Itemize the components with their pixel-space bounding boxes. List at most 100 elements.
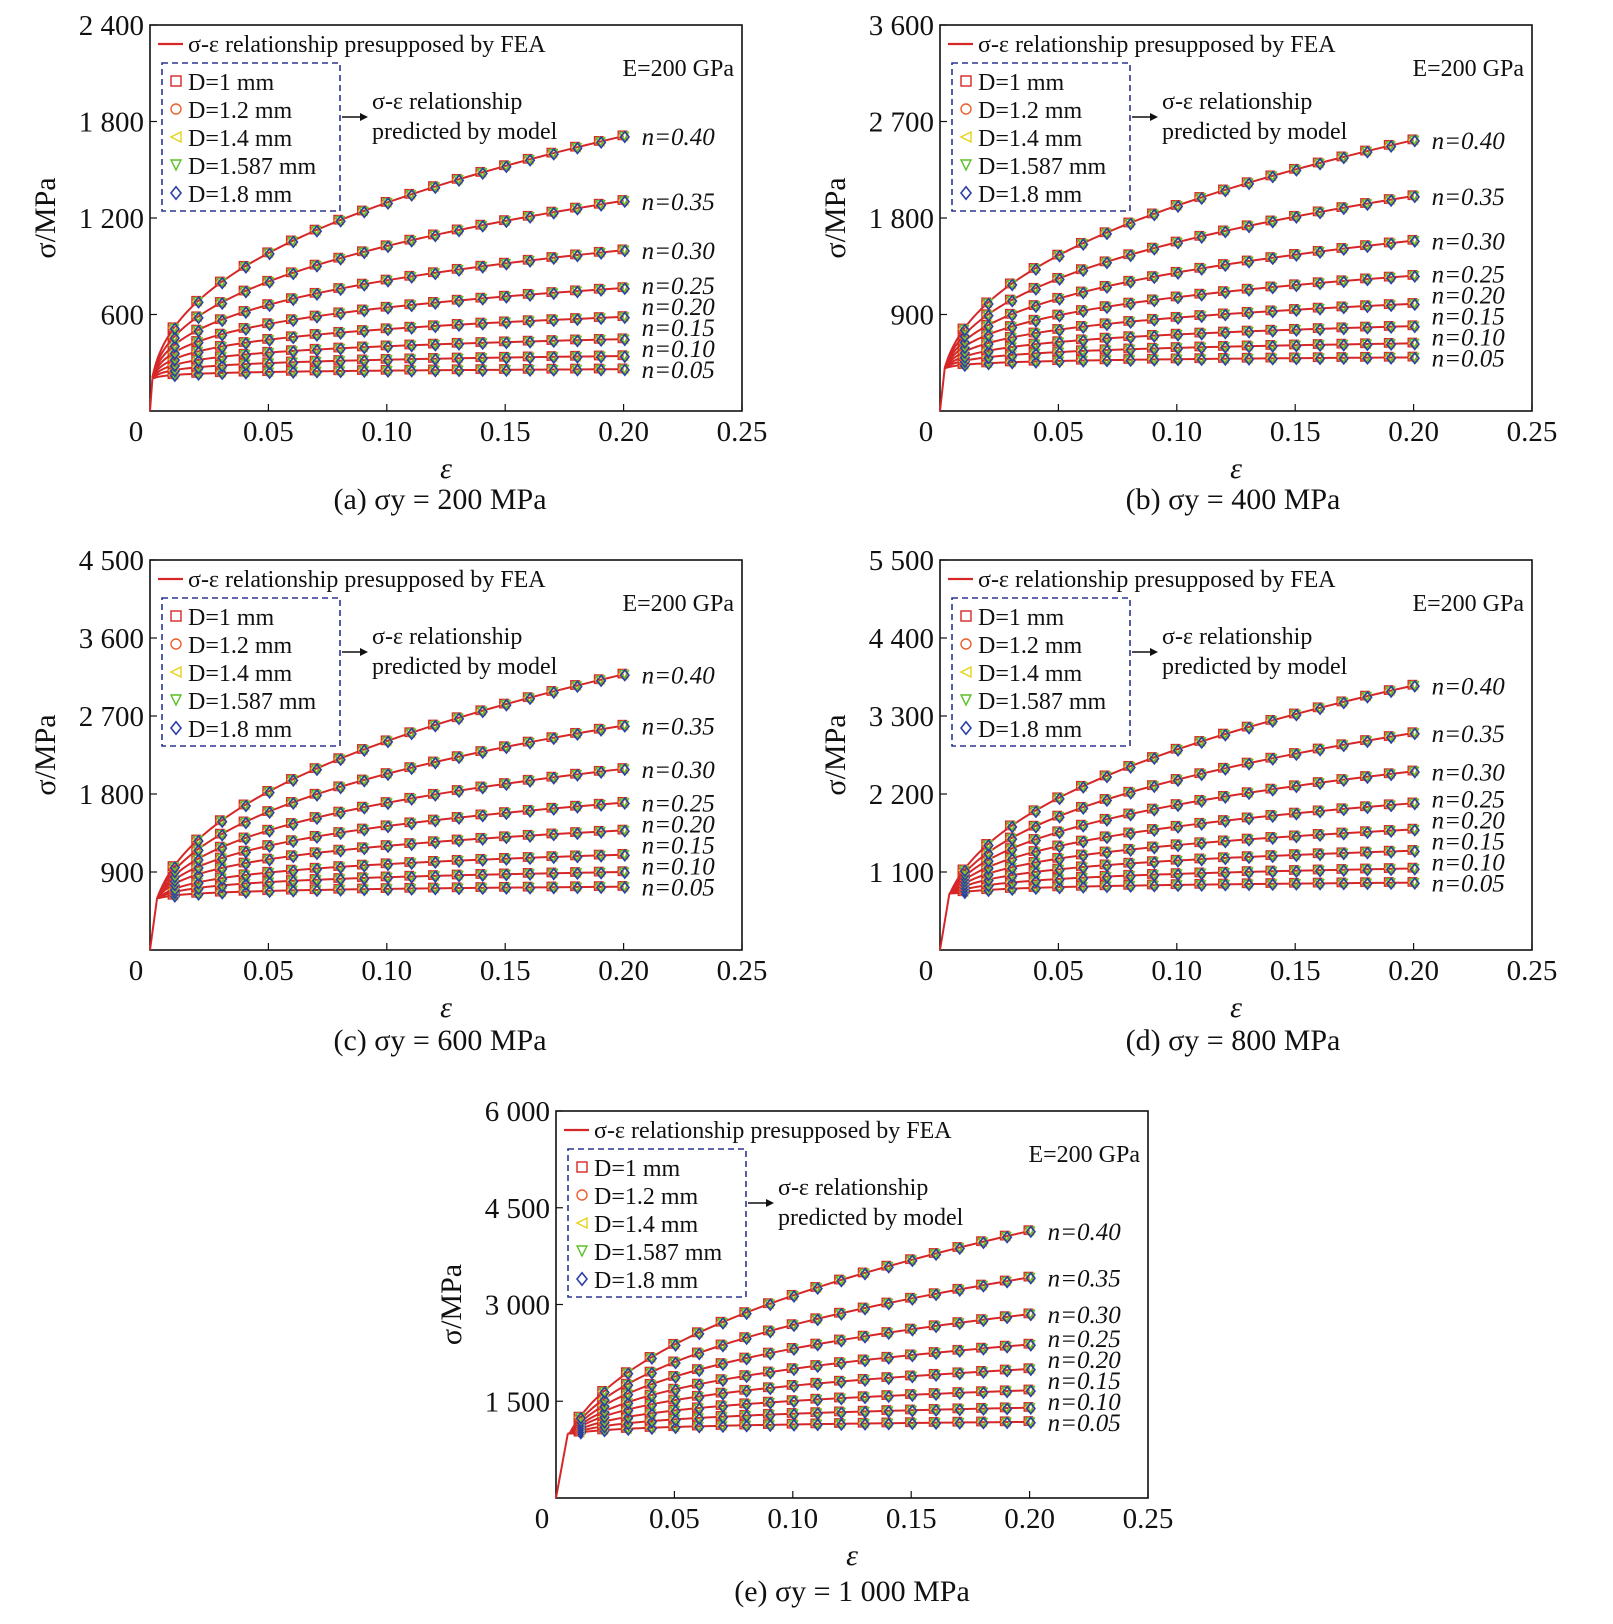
- model-point: [978, 1365, 989, 1380]
- modulus-label: E=200 GPa: [622, 591, 734, 617]
- model-point: [741, 1332, 752, 1346]
- model-point: [1030, 338, 1042, 352]
- model-point: [240, 306, 252, 320]
- model-point: [1030, 355, 1042, 369]
- model-point: [217, 852, 228, 866]
- model-point: [1078, 861, 1089, 875]
- legend-diameter-label: D=1.2 mm: [188, 98, 293, 124]
- model-point: [1385, 845, 1397, 859]
- model-point: [169, 322, 181, 336]
- model-point: [311, 847, 323, 861]
- x-tick-label: 0.25: [717, 955, 768, 987]
- model-point: [453, 751, 465, 765]
- model-point: [524, 363, 536, 377]
- model-point: [788, 1319, 800, 1333]
- model-point: [623, 1404, 634, 1418]
- model-point: [217, 862, 228, 876]
- model-point: [1362, 240, 1373, 254]
- model-point: [983, 838, 994, 853]
- model-point: [623, 1367, 634, 1381]
- model-point: [812, 1377, 823, 1391]
- model-point: [477, 781, 488, 795]
- model-point: [717, 1410, 729, 1425]
- model-point: [1030, 846, 1042, 860]
- model-point: [382, 323, 394, 337]
- model-point: [859, 1405, 871, 1419]
- model-point: [1101, 813, 1113, 827]
- model-point: [477, 166, 488, 181]
- model-point: [1125, 808, 1136, 822]
- model-point: [1007, 852, 1018, 866]
- legend-marker: [959, 130, 972, 144]
- model-point: [1125, 786, 1136, 800]
- model-point: [1362, 863, 1373, 877]
- model-point: [240, 799, 252, 813]
- model-point: [335, 844, 346, 858]
- model-point: [524, 736, 536, 750]
- model-point: [1362, 771, 1373, 785]
- y-tick-label: 4 500: [79, 545, 144, 577]
- model-point: [717, 1316, 729, 1330]
- n-label: n=0.05: [1048, 1410, 1121, 1437]
- model-point: [572, 202, 583, 216]
- model-point: [983, 357, 994, 371]
- model-point: [382, 340, 394, 354]
- model-point: [501, 741, 512, 755]
- y-tick-label: 1 500: [485, 1386, 550, 1418]
- model-point: [1001, 1364, 1013, 1378]
- model-point: [1001, 1275, 1013, 1289]
- model-point: [406, 364, 417, 378]
- elastic-line: [149, 897, 159, 951]
- model-point: [1149, 879, 1160, 893]
- model-point: [359, 872, 370, 886]
- x-tick-label: 0.15: [1270, 416, 1321, 448]
- model-point: [595, 283, 607, 297]
- legend-fea-label: σ-ε relationship presupposed by FEA: [188, 567, 546, 593]
- model-point: [193, 295, 204, 309]
- model-point: [240, 366, 252, 380]
- model-point: [1078, 835, 1089, 849]
- model-point: [217, 314, 228, 328]
- model-point: [1267, 215, 1278, 229]
- legend-diameter-label: D=1 mm: [978, 70, 1065, 96]
- x-tick-label: 0.05: [1033, 416, 1084, 448]
- x-tick-label: 0.25: [1123, 1503, 1174, 1535]
- y-tick-label: 3 000: [485, 1290, 550, 1322]
- y-tick-label: 1 800: [79, 779, 144, 811]
- model-point: [501, 778, 512, 792]
- model-point: [1007, 278, 1018, 292]
- model-point: [335, 214, 346, 228]
- model-point: [1025, 1338, 1037, 1352]
- legend-marker: [960, 638, 972, 650]
- model-point: [1220, 815, 1231, 829]
- model-point: [311, 343, 323, 357]
- model-point: [288, 884, 299, 898]
- model-point: [548, 828, 559, 842]
- x-tick-label: 0.20: [1004, 1503, 1055, 1535]
- chart-panel-2: 0 0.05 0.10 0.15 0.20 0.25 900 1 800 2 700 3 600 ε…: [819, 10, 1557, 516]
- model-point: [1267, 832, 1278, 846]
- model-point: [717, 1358, 729, 1372]
- model-point: [406, 270, 417, 284]
- legend-marker: [169, 130, 182, 144]
- model-point: [1385, 337, 1397, 352]
- model-point: [1385, 799, 1397, 813]
- model-point: [1267, 170, 1278, 184]
- model-point: [1172, 328, 1184, 342]
- model-point: [217, 351, 228, 365]
- model-point: [812, 1282, 823, 1296]
- model-point: [930, 1320, 942, 1334]
- model-point: [859, 1330, 871, 1344]
- model-point: [1172, 236, 1184, 250]
- x-tick-label: 0.10: [361, 955, 412, 987]
- model-point: [907, 1292, 918, 1306]
- x-tick-label: 0.20: [598, 416, 649, 448]
- model-point: [1243, 787, 1255, 801]
- model-point: [646, 1415, 658, 1429]
- y-tick-label: 1 800: [79, 107, 144, 139]
- legend-marker: [959, 185, 973, 201]
- model-point: [670, 1356, 681, 1370]
- model-point: [288, 835, 299, 849]
- model-point: [1291, 163, 1302, 177]
- model-point: [524, 867, 536, 882]
